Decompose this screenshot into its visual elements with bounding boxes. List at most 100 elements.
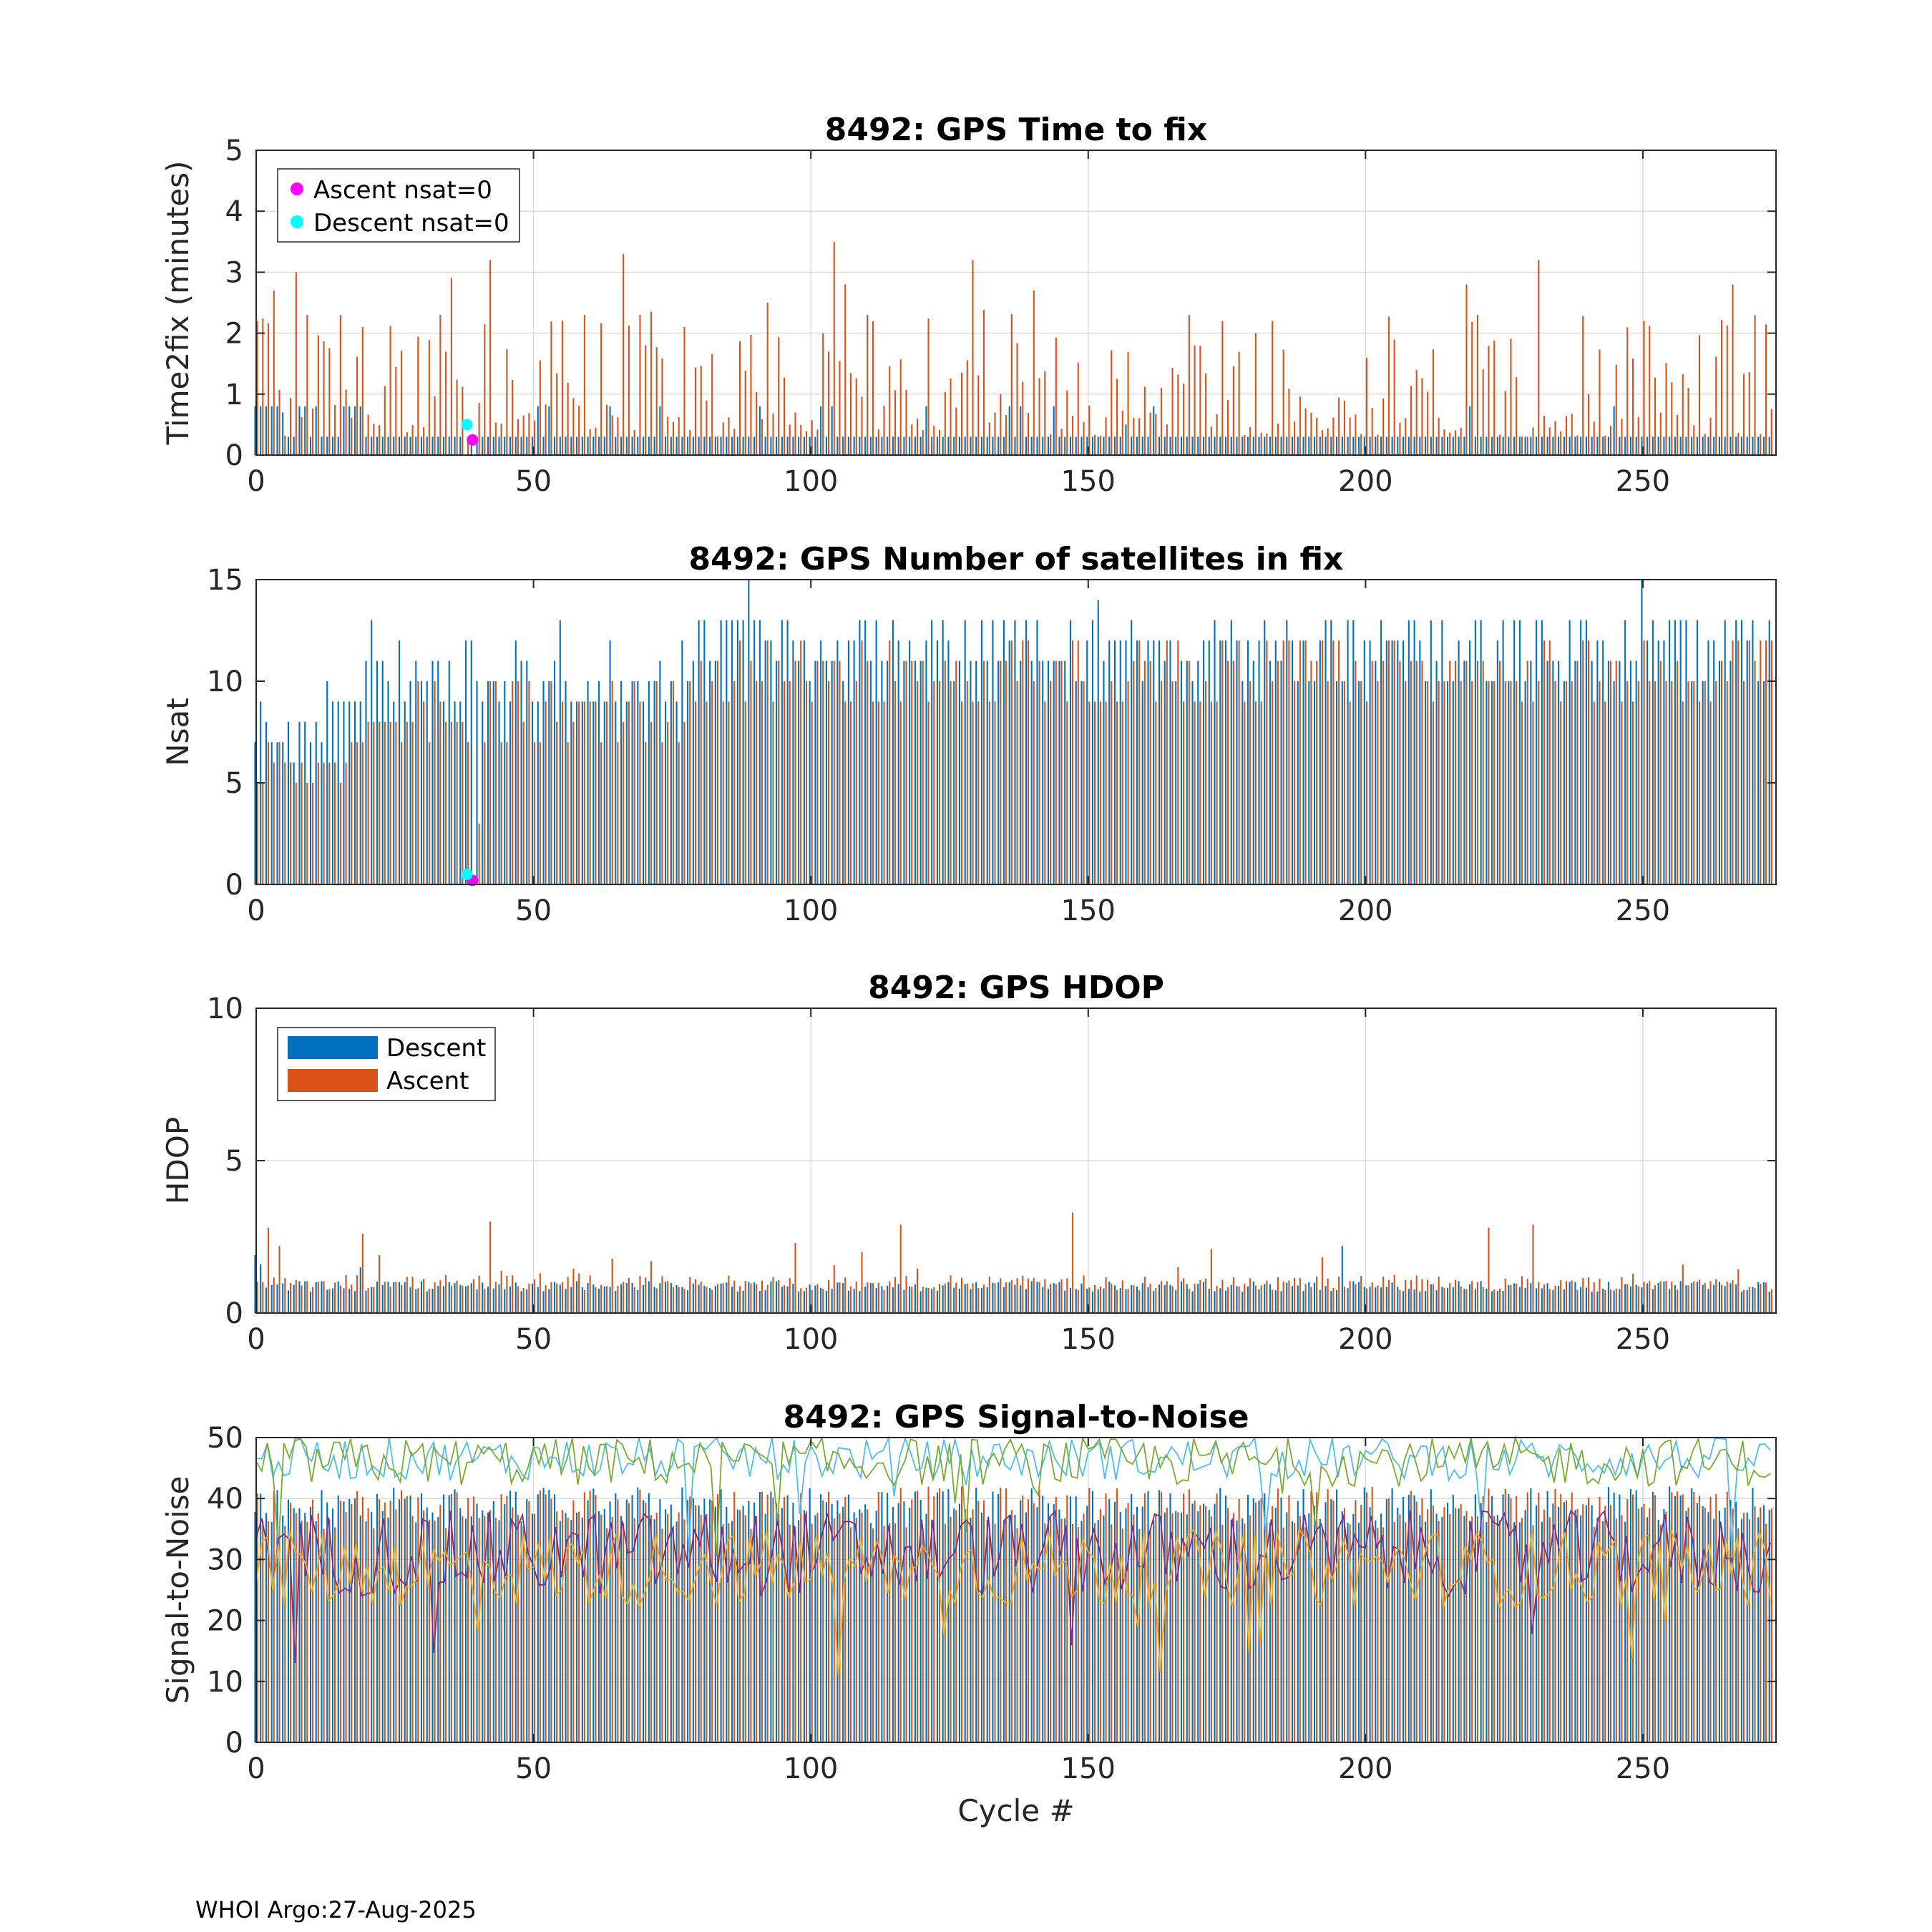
- bar-ascent: [1188, 315, 1190, 455]
- bar-ascent: [1299, 396, 1301, 455]
- bar-descent: [980, 620, 982, 884]
- bar-descent: [947, 1488, 950, 1742]
- bar-descent: [514, 436, 517, 455]
- bar-ascent: [545, 1494, 547, 1742]
- bar-descent: [1197, 1511, 1199, 1742]
- bar-ascent: [1332, 640, 1335, 884]
- bar-descent: [1108, 1281, 1111, 1313]
- bar-ascent: [1343, 1508, 1345, 1742]
- bar-ascent: [356, 1491, 358, 1742]
- bar-ascent: [1260, 432, 1262, 455]
- bar-ascent: [944, 1523, 946, 1742]
- bar-ascent: [889, 640, 891, 884]
- bar-descent: [637, 681, 639, 884]
- x-tick-label: 0: [247, 1752, 265, 1785]
- bar-descent: [1369, 436, 1371, 455]
- bar-descent: [1258, 640, 1260, 884]
- bar-ascent: [1304, 1284, 1307, 1313]
- bar-ascent: [1621, 419, 1623, 455]
- bar-ascent: [379, 721, 381, 884]
- bar-ascent: [539, 742, 541, 884]
- bar-ascent: [572, 398, 575, 455]
- bar-descent: [1141, 1283, 1143, 1313]
- marker-ascent-nsat-0: [467, 434, 479, 446]
- bar-descent: [420, 681, 423, 884]
- bar-ascent: [439, 1504, 441, 1742]
- bar-descent: [1563, 436, 1565, 455]
- bar-descent: [260, 1264, 262, 1313]
- bar-descent: [914, 660, 916, 884]
- bar-ascent: [794, 1526, 796, 1742]
- bar-ascent: [994, 701, 996, 884]
- bar-descent: [581, 436, 583, 455]
- bar-descent: [992, 436, 994, 455]
- bar-descent: [1596, 1518, 1599, 1742]
- bar-descent: [1591, 436, 1593, 455]
- bar-descent: [359, 1267, 361, 1313]
- bar-descent: [637, 1289, 639, 1313]
- bar-ascent: [1432, 1284, 1434, 1313]
- bar-descent: [348, 406, 351, 455]
- bar-ascent: [922, 1287, 924, 1313]
- bar-descent: [1291, 1286, 1294, 1313]
- bar-descent: [1075, 1289, 1077, 1313]
- bar-ascent: [933, 1287, 935, 1313]
- bar-descent: [1757, 436, 1760, 455]
- x-tick-label: 0: [247, 894, 265, 927]
- bar-ascent: [1582, 640, 1584, 884]
- x-tick-label: 250: [1616, 465, 1670, 498]
- bar-ascent: [1010, 640, 1013, 884]
- bar-descent: [1762, 1282, 1765, 1313]
- bar-ascent: [1260, 701, 1262, 884]
- bar-descent: [1740, 620, 1742, 884]
- bar-ascent: [1742, 1289, 1745, 1313]
- bar-descent: [643, 1284, 645, 1313]
- bar-ascent: [1105, 1277, 1107, 1313]
- bar-ascent: [1005, 1488, 1008, 1742]
- bar-ascent: [839, 1282, 841, 1313]
- bar-descent: [1286, 1512, 1288, 1742]
- bar-descent: [1252, 660, 1254, 884]
- bar-descent: [1508, 681, 1510, 884]
- bar-ascent: [1471, 681, 1473, 884]
- bar-ascent: [772, 1497, 774, 1742]
- bar-ascent: [927, 318, 930, 455]
- bar-ascent: [1360, 434, 1362, 455]
- bar-descent: [1541, 1288, 1543, 1313]
- bar-ascent: [1754, 1287, 1756, 1313]
- bar-ascent: [789, 681, 791, 884]
- bar-ascent: [1548, 1517, 1551, 1742]
- bar-ascent: [1465, 660, 1468, 884]
- bar-ascent: [1183, 1278, 1185, 1313]
- bar-descent: [260, 406, 262, 455]
- bar-descent: [498, 1520, 500, 1742]
- bar-ascent: [911, 660, 913, 884]
- bar-ascent: [1443, 681, 1445, 884]
- bar-ascent: [278, 1246, 280, 1313]
- bar-descent: [953, 436, 955, 455]
- bar-ascent: [1294, 1277, 1296, 1313]
- bar-ascent: [1698, 335, 1701, 455]
- bar-ascent: [1294, 681, 1296, 884]
- bar-descent: [1425, 681, 1427, 884]
- bar-ascent: [1498, 1520, 1501, 1742]
- bar-ascent: [395, 366, 397, 455]
- bar-descent: [1391, 640, 1393, 884]
- bar-descent: [1768, 1510, 1770, 1742]
- bar-ascent: [1272, 1289, 1274, 1313]
- bar-ascent: [1016, 681, 1018, 884]
- bar-ascent: [1016, 343, 1018, 455]
- bar-descent: [1008, 640, 1010, 884]
- bar-descent: [1358, 1282, 1360, 1313]
- bar-ascent: [794, 412, 796, 455]
- bar-descent: [1518, 1522, 1521, 1742]
- bar-ascent: [595, 427, 597, 455]
- bar-descent: [353, 1498, 356, 1742]
- bar-descent: [1530, 436, 1532, 455]
- bar-descent: [260, 1493, 262, 1742]
- bar-descent: [1536, 620, 1538, 884]
- bar-descent: [1136, 436, 1138, 455]
- bar-descent: [1485, 1288, 1488, 1313]
- bar-descent: [1336, 681, 1338, 884]
